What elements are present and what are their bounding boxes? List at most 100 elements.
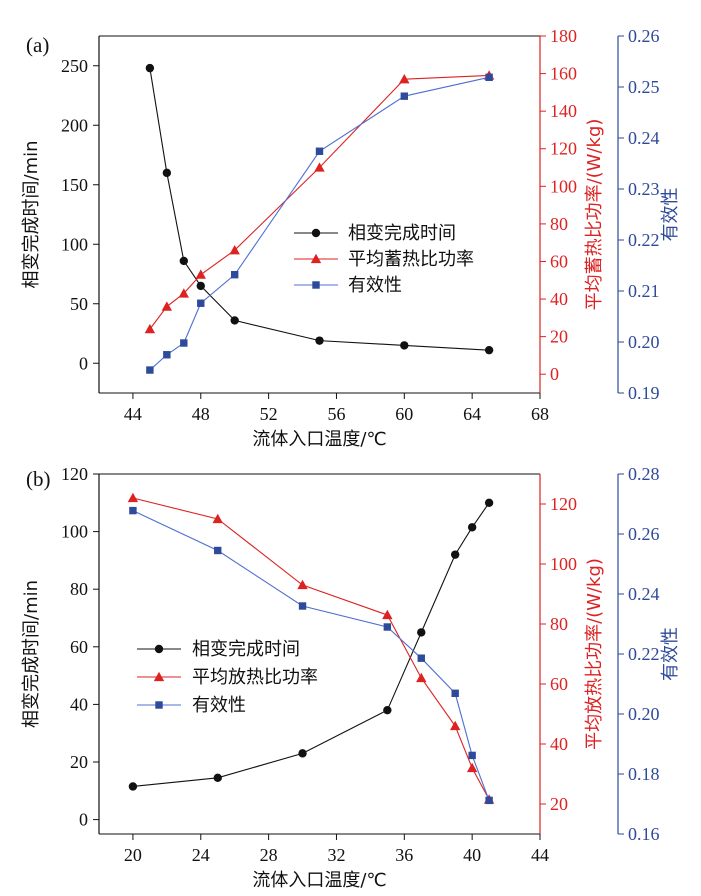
data-point [450,550,460,559]
data-point [417,654,425,662]
panel-label: (a) [26,33,49,57]
left-y-axis-tick-label: 60 [70,637,88,657]
legend-entry: 有效性 [294,275,402,296]
data-point [196,281,205,291]
panel-label: (b) [26,467,51,491]
right2-y-axis-tick-label: 0.22 [628,644,660,664]
right-y-axis-title: 平均蓄热比功率/(W/kg) [584,119,605,311]
data-point [229,245,240,255]
left-y-axis-tick-label: 0 [79,353,88,373]
series-2 [146,73,493,374]
chart-panel-a: 44 48 52 56 60 64 68流体入口温度/℃050100150200250相变完… [21,26,681,450]
series-2 [129,506,493,805]
data-point [400,341,409,350]
series-0 [128,498,494,791]
x-tick-label: 68 [531,404,549,424]
legend-label: 相变完成时间 [348,223,456,244]
right2-y-axis-tick-label: 0.21 [628,281,660,301]
left-y-axis-tick-label: 120 [61,464,88,484]
x-tick-label: 32 [327,845,345,865]
right2-y-axis-tick-label: 0.19 [628,383,660,403]
data-point [213,773,222,783]
data-point [399,74,410,84]
legend-entry: 相变完成时间 [137,639,300,660]
series-line [132,497,490,800]
right-y-axis-tick-label: 20 [550,327,568,347]
x-tick-label: 24 [192,845,210,865]
legend-entry: 平均蓄热比功率 [294,249,474,270]
legend-label: 有效性 [348,275,402,296]
left-y-axis-tick-label: 150 [61,175,88,195]
data-point [297,579,308,590]
data-point [195,269,206,279]
data-point [383,623,392,631]
left-y-axis-tick-label: 50 [70,294,88,314]
right2-y-axis-tick-label: 0.26 [628,524,660,544]
data-point [129,506,137,515]
data-point [144,323,156,334]
data-point [178,288,190,298]
legend-marker [153,671,165,682]
data-point [298,602,307,610]
x-tick-label: 40 [463,845,481,865]
right-y-axis-tick-label: 60 [550,251,568,271]
left-y-axis-title: 相变完成时间/min [21,580,42,728]
data-point [212,513,223,524]
data-point [145,63,155,73]
right-y-axis-tick-label: 80 [550,214,568,234]
legend-label: 平均放热比功率 [192,667,318,688]
x-axis-title: 流体入口温度/℃ [252,429,386,450]
data-point [468,751,476,760]
data-point [180,339,188,347]
legend-entry: 平均放热比功率 [137,667,318,688]
legend-label: 有效性 [192,695,246,716]
data-point [230,316,239,325]
right-y-axis-tick-label: 20 [550,794,568,814]
data-point [127,492,139,503]
right-y-axis-tick-label: 120 [550,494,577,514]
data-point [162,168,172,178]
right-y-axis-tick-label: 40 [550,734,568,754]
series-line [132,510,490,801]
data-point [467,523,477,532]
legend-label: 平均蓄热比功率 [348,249,474,270]
legend-marker [155,701,163,709]
data-point [146,366,154,374]
right-y-axis-tick-label: 120 [550,139,577,159]
left-y-axis-tick-label: 20 [70,752,88,772]
legend-entry: 相变完成时间 [294,223,456,244]
left-y-axis-tick-label: 80 [70,579,88,599]
legend-marker [312,281,320,289]
series-0 [145,63,494,355]
left-y-axis-tick-label: 250 [61,56,88,76]
data-point [163,351,171,359]
right-y-axis-tick-label: 140 [550,101,577,121]
x-tick-label: 48 [192,404,210,424]
x-tick-label: 44 [531,845,549,865]
data-point [314,162,325,172]
data-point [484,498,494,507]
series-1 [144,70,495,334]
right2-y-axis-title: 有效性 [660,627,681,681]
chart-panel-b: 20 24 28 32 36 40 44 流体入口温度/℃ 0 20 40 60 80 100 120 相变完… [21,464,681,891]
right2-y-axis-title: 有效性 [660,188,681,242]
x-tick-label: 36 [395,845,413,865]
data-point [451,689,459,697]
right-y-axis-title: 平均放热比功率/(W/kg) [584,558,605,750]
data-point [416,672,427,683]
right-y-axis-tick-label: 0 [550,364,559,384]
right-y-axis-tick-label: 40 [550,289,568,309]
left-y-axis-tick-label: 0 [79,810,88,830]
data-point [417,628,426,637]
x-tick-label: 20 [124,845,142,865]
data-point [315,147,324,155]
legend-marker [311,228,321,238]
x-tick-label: 28 [260,845,278,865]
x-axis-title: 流体入口温度/℃ [252,870,386,891]
right2-y-axis-tick-label: 0.25 [628,77,660,97]
left-y-axis-tick-label: 100 [61,522,88,542]
right2-y-axis-tick-label: 0.26 [628,26,660,46]
data-point [485,73,493,82]
right-y-axis-tick-label: 180 [550,26,577,46]
data-point [197,299,205,307]
